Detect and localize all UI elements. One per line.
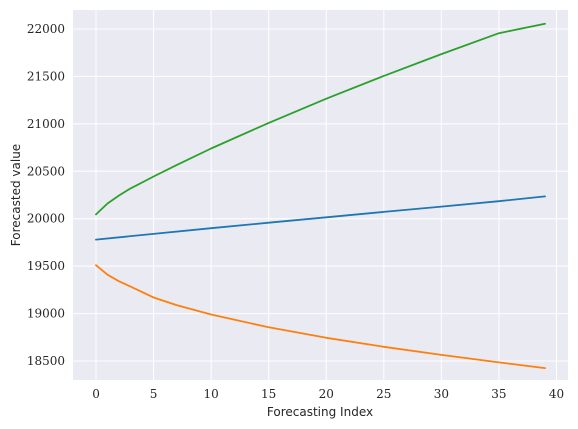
y-tick-label: 20000 [27, 212, 65, 226]
series-lines [95, 22, 546, 370]
series-line-1 [95, 195, 546, 241]
x-tick-label: 15 [261, 387, 276, 401]
x-tick-label: 40 [549, 387, 564, 401]
plot-background [73, 10, 568, 380]
x-tick-labels: 0 5 10 15 20 25 30 35 40 [92, 387, 564, 401]
y-tick-label: 20500 [27, 164, 65, 178]
x-tick-label: 0 [92, 387, 100, 401]
y-tick-label: 19500 [27, 259, 65, 273]
x-tick-label: 20 [319, 387, 334, 401]
y-tick-labels: 18500 19000 19500 20000 20500 21000 21500 22000 [27, 22, 65, 368]
y-axis-label: Forecasted value [9, 144, 23, 246]
x-axis-label: Forecasting Index [267, 405, 373, 419]
x-tick-label: 25 [376, 387, 391, 401]
x-tick-label: 30 [434, 387, 449, 401]
x-tick-label: 35 [491, 387, 506, 401]
y-tick-label: 22000 [27, 22, 65, 36]
y-tick-label: 18500 [27, 354, 65, 368]
series-line-2 [95, 264, 546, 370]
y-tick-label: 21000 [27, 117, 65, 131]
x-tick-label: 10 [203, 387, 218, 401]
y-tick-label: 21500 [27, 69, 65, 83]
x-tick-label: 5 [150, 387, 158, 401]
y-tick-label: 19000 [27, 307, 65, 321]
series-line-3 [95, 22, 546, 216]
